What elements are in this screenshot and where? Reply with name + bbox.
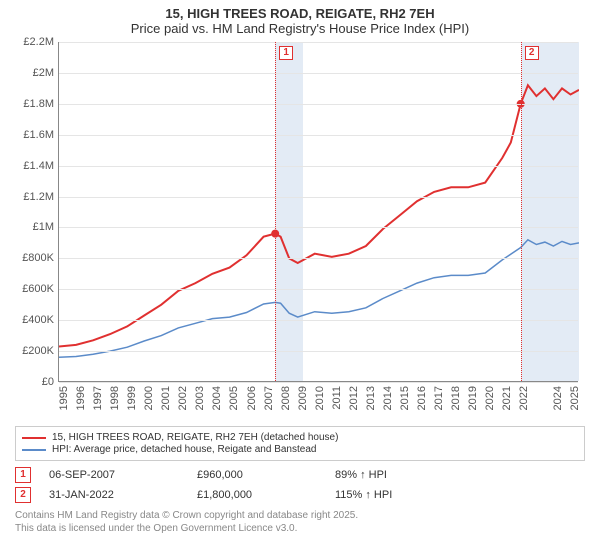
x-tick-label: 1996 — [75, 386, 87, 410]
event-date: 06-SEP-2007 — [49, 469, 179, 481]
legend-item: 15, HIGH TREES ROAD, REIGATE, RH2 7EH (d… — [22, 432, 578, 443]
x-tick-label: 2007 — [263, 386, 275, 410]
y-tick-label: £1.4M — [23, 160, 54, 172]
marker-vline — [275, 42, 276, 381]
y-tick-label: £1.2M — [23, 191, 54, 203]
marker-vline — [521, 42, 522, 381]
event-delta: 89% ↑ HPI — [335, 469, 387, 481]
gridline — [59, 258, 578, 259]
y-tick-label: £2M — [33, 67, 54, 79]
y-tick-label: £1.8M — [23, 98, 54, 110]
gridline — [59, 73, 578, 74]
x-tick-label: 2009 — [297, 386, 309, 410]
x-tick-label: 2020 — [484, 386, 496, 410]
event-row: 1 06-SEP-2007 £960,000 89% ↑ HPI — [15, 467, 585, 483]
gridline — [59, 135, 578, 136]
x-tick-label: 2002 — [177, 386, 189, 410]
event-price: £1,800,000 — [197, 489, 317, 501]
event-number: 1 — [15, 467, 31, 483]
x-tick-label: 2005 — [228, 386, 240, 410]
y-tick-label: £0 — [42, 376, 54, 388]
gridline — [59, 42, 578, 43]
x-axis: 1995 1996 1997 1998 1999 2000 2001 2002 2003 2004… — [58, 382, 578, 422]
plot-svg — [59, 42, 579, 382]
x-tick-label: 2006 — [246, 386, 258, 410]
marker-label: 1 — [279, 46, 293, 60]
x-tick-label: 2004 — [211, 386, 223, 410]
gridline — [59, 104, 578, 105]
x-tick-label: 1997 — [92, 386, 104, 410]
x-tick-label: 2003 — [194, 386, 206, 410]
x-tick-label: 2024 — [552, 386, 564, 410]
y-tick-label: £600K — [22, 283, 54, 295]
x-tick-label: 2016 — [416, 386, 428, 410]
legend-swatch — [22, 449, 46, 451]
y-axis: £0£200K£400K£600K£800K£1M£1.2M£1.4M£1.6M… — [10, 42, 58, 382]
gridline — [59, 289, 578, 290]
footer-line2: This data is licensed under the Open Gov… — [15, 522, 585, 535]
chart-area: £0 £200K £400K £600K £800K £1M £1.2M £1.4M £1.6M… — [10, 42, 590, 422]
legend-item: HPI: Average price, detached house, Reig… — [22, 444, 578, 455]
y-tick-label: £800K — [22, 252, 54, 264]
marker-label: 2 — [525, 46, 539, 60]
x-tick-label: 2012 — [348, 386, 360, 410]
y-tick-label: £1M — [33, 221, 54, 233]
plot-area: 12 — [58, 42, 578, 382]
event-date: 31-JAN-2022 — [49, 489, 179, 501]
legend: 15, HIGH TREES ROAD, REIGATE, RH2 7EH (d… — [15, 426, 585, 461]
event-price: £960,000 — [197, 469, 317, 481]
event-row: 2 31-JAN-2022 £1,800,000 115% ↑ HPI — [15, 487, 585, 503]
x-tick-label: 2021 — [501, 386, 513, 410]
legend-swatch — [22, 437, 46, 439]
x-tick-label: 1995 — [58, 386, 70, 410]
x-tick-label: 1999 — [126, 386, 138, 410]
gridline — [59, 197, 578, 198]
gridline — [59, 351, 578, 352]
title-line2: Price paid vs. HM Land Registry's House … — [6, 21, 594, 36]
x-tick-label: 2008 — [280, 386, 292, 410]
series-property — [59, 85, 579, 346]
x-tick-label: 2019 — [467, 386, 479, 410]
y-tick-label: £2.2M — [23, 36, 54, 48]
event-delta: 115% ↑ HPI — [335, 489, 392, 501]
gridline — [59, 320, 578, 321]
x-tick-label: 2010 — [314, 386, 326, 410]
x-tick-label: 2000 — [143, 386, 155, 410]
footer-attribution: Contains HM Land Registry data © Crown c… — [15, 509, 585, 535]
event-number: 2 — [15, 487, 31, 503]
gridline — [59, 166, 578, 167]
footer-line1: Contains HM Land Registry data © Crown c… — [15, 509, 585, 522]
x-tick-label: 2025 — [569, 386, 581, 410]
x-tick-label: 2015 — [399, 386, 411, 410]
legend-label: HPI: Average price, detached house, Reig… — [52, 444, 316, 455]
title-line1: 15, HIGH TREES ROAD, REIGATE, RH2 7EH — [6, 6, 594, 21]
x-tick-label: 2011 — [331, 386, 343, 410]
x-tick-label: 2014 — [382, 386, 394, 410]
legend-label: 15, HIGH TREES ROAD, REIGATE, RH2 7EH (d… — [52, 432, 338, 443]
y-tick-label: £400K — [22, 314, 54, 326]
events-table: 1 06-SEP-2007 £960,000 89% ↑ HPI 2 31-JAN-202… — [15, 467, 585, 503]
x-tick-label: 2017 — [433, 386, 445, 410]
x-tick-label: 2001 — [160, 386, 172, 410]
x-tick-label: 2022 — [518, 386, 530, 410]
gridline — [59, 227, 578, 228]
x-tick-label: 1998 — [109, 386, 121, 410]
chart-title: 15, HIGH TREES ROAD, REIGATE, RH2 7EH Pr… — [6, 6, 594, 36]
y-tick-label: £200K — [22, 345, 54, 357]
y-tick-label: £1.6M — [23, 129, 54, 141]
x-tick-label: 2018 — [450, 386, 462, 410]
x-tick-label: 2013 — [365, 386, 377, 410]
